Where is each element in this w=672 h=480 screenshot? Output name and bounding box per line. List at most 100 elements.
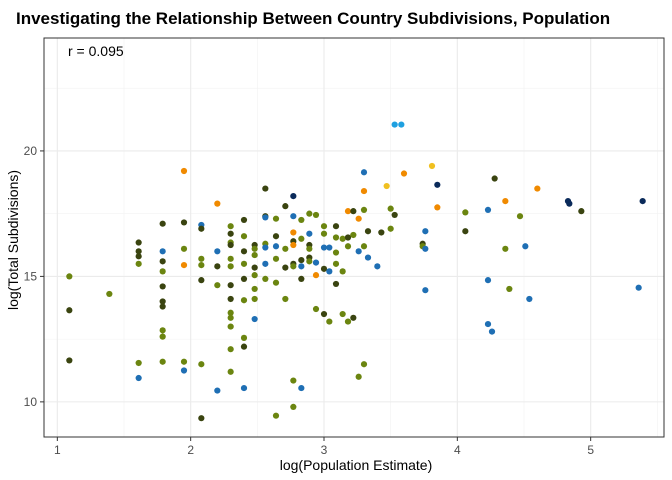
y-axis-ticks: 10 15 20: [24, 144, 44, 409]
data-point: [251, 251, 258, 259]
data-point: [387, 225, 394, 232]
data-point: [251, 264, 258, 271]
data-point: [355, 248, 362, 255]
data-point: [159, 283, 166, 290]
data-point: [320, 310, 328, 318]
data-point: [262, 260, 269, 267]
data-point: [240, 275, 248, 283]
data-point: [484, 206, 492, 213]
data-point: [214, 263, 221, 270]
data-point: [227, 295, 234, 303]
data-point: [240, 384, 248, 392]
data-point: [159, 358, 166, 365]
data-point: [262, 275, 269, 283]
data-point: [566, 200, 573, 207]
data-point: [227, 282, 234, 289]
data-point: [312, 259, 320, 266]
data-point: [462, 209, 469, 216]
data-point: [422, 245, 429, 252]
x-tick-label: 3: [321, 443, 328, 457]
data-point: [312, 211, 320, 219]
data-point: [251, 295, 258, 303]
data-point: [332, 280, 340, 288]
panel-border: [43, 37, 665, 438]
data-point: [290, 403, 297, 410]
data-point: [360, 187, 368, 195]
data-point: [312, 272, 320, 279]
data-point: [272, 243, 280, 250]
data-point: [298, 256, 305, 264]
data-point: [484, 320, 492, 328]
data-point: [227, 255, 234, 262]
data-point: [578, 208, 585, 215]
data-point: [180, 262, 188, 269]
data-point: [159, 248, 166, 255]
data-point: [298, 384, 305, 392]
data-point: [282, 245, 289, 252]
data-point: [526, 295, 533, 303]
data-point: [180, 167, 188, 175]
data-point: [198, 361, 205, 368]
data-point: [214, 200, 221, 207]
data-point: [227, 368, 234, 375]
data-point: [290, 377, 297, 384]
data-point: [214, 248, 221, 255]
data-point: [272, 412, 280, 419]
minor-gridlines: [44, 38, 664, 437]
data-point: [135, 260, 142, 267]
data-point: [159, 333, 166, 340]
x-axis-label: log(Population Estimate): [280, 457, 433, 473]
x-tick-label: 1: [54, 443, 61, 457]
data-point: [320, 230, 328, 237]
data-point: [180, 367, 188, 374]
data-point: [159, 258, 166, 265]
data-point: [290, 263, 297, 270]
x-axis-ticks: 1 2 3 4 5: [54, 437, 594, 457]
data-point: [635, 284, 642, 291]
data-point: [262, 214, 269, 221]
data-point: [326, 244, 333, 251]
data-point: [374, 263, 381, 270]
data-point: [282, 264, 289, 271]
data-point: [502, 198, 509, 205]
data-point: [180, 245, 188, 252]
data-point: [180, 358, 188, 365]
data-point: [290, 229, 297, 236]
data-point: [339, 235, 346, 242]
data-point: [320, 244, 328, 251]
data-point: [326, 268, 333, 275]
data-point: [344, 208, 352, 215]
y-tick-label: 20: [24, 144, 38, 158]
data-point: [282, 203, 289, 210]
data-point: [180, 219, 188, 226]
data-point: [227, 230, 234, 237]
data-point: [298, 216, 305, 224]
data-point: [251, 285, 258, 293]
data-point: [360, 169, 368, 176]
data-point: [332, 260, 340, 267]
data-point: [462, 228, 469, 235]
data-point: [298, 263, 305, 270]
data-point: [159, 268, 166, 275]
data-point: [398, 121, 405, 128]
data-point: [355, 215, 362, 222]
data-point: [240, 297, 248, 304]
correlation-annotation: r = 0.095: [68, 43, 124, 59]
data-point: [290, 241, 297, 249]
data-point: [135, 248, 142, 255]
data-point: [332, 223, 340, 230]
y-tick-label: 10: [24, 395, 38, 409]
data-point: [272, 255, 280, 262]
data-point: [360, 206, 368, 213]
data-point: [66, 273, 73, 280]
data-point: [428, 162, 436, 170]
data-point: [240, 343, 248, 350]
data-point: [491, 175, 498, 182]
data-point: [502, 245, 509, 252]
data-point: [282, 295, 289, 303]
data-points: [66, 121, 646, 422]
data-point: [639, 198, 646, 205]
data-point: [135, 253, 142, 260]
data-point: [240, 216, 248, 224]
